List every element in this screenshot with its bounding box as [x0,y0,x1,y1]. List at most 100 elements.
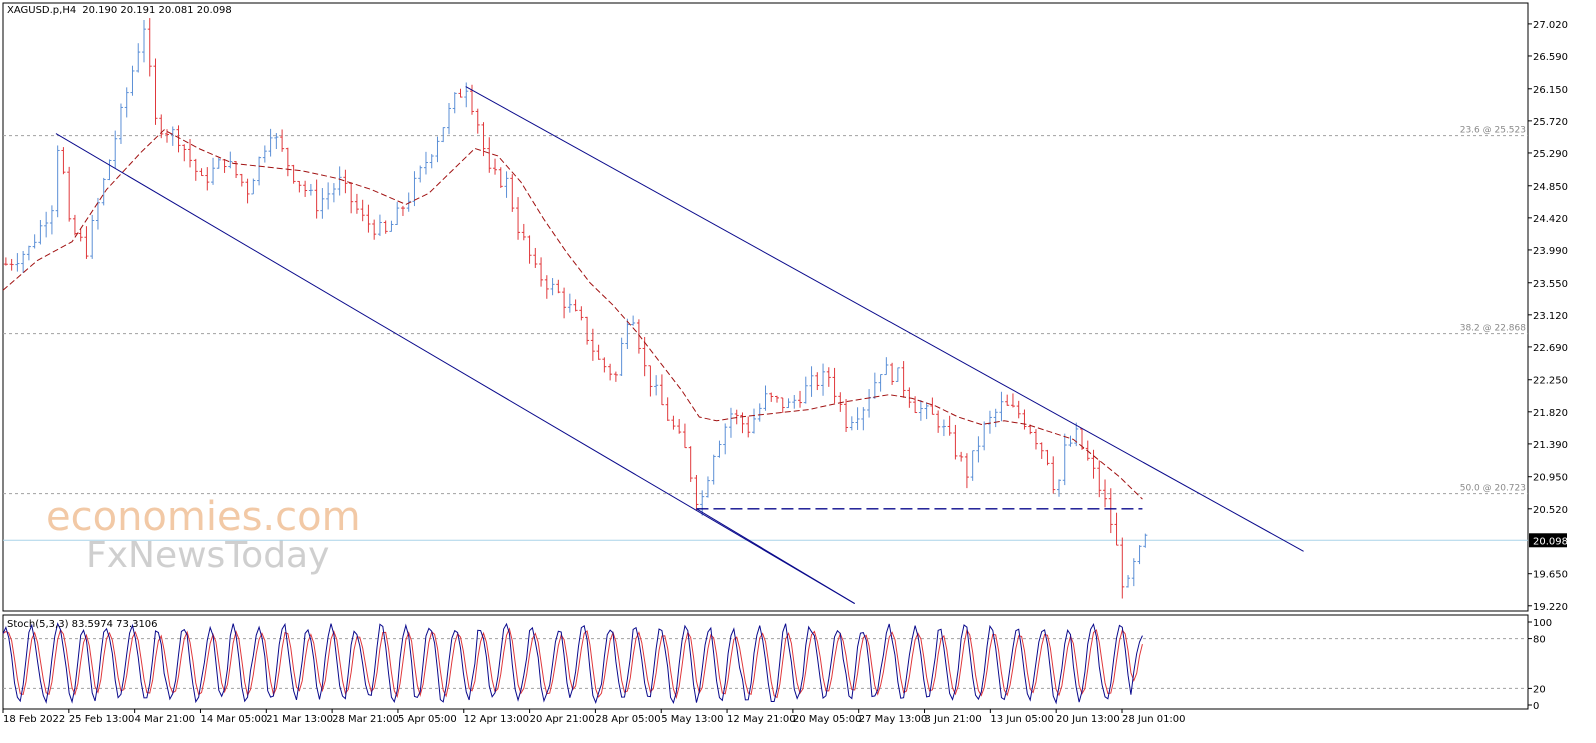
time-tick-label: 27 May 13:00 [859,714,928,725]
candle [412,171,417,207]
candle [688,446,693,482]
stochastic-panel: 100 80 20 0 Stoch(5,3,3) 83.5974 73.3106 [2,614,1552,712]
candles [3,18,1148,599]
candle [1143,533,1148,548]
candle [608,363,613,381]
candle [372,219,377,240]
candle [1039,442,1044,459]
candle [1062,433,1067,486]
channel-line [55,133,855,604]
candle [539,257,544,287]
candle [769,392,774,402]
candle [101,177,106,206]
candle [216,157,221,169]
candle [26,245,31,261]
price-tick-label: 25.290 [1533,149,1568,160]
candle [147,18,152,77]
candle [550,278,555,296]
candle [861,407,866,431]
candle [176,125,181,153]
candle [78,229,83,242]
candle [239,173,244,187]
candle [809,366,814,397]
candle [901,361,906,398]
candle [377,214,382,237]
candle [257,156,262,186]
candle [1051,456,1056,494]
time-tick-label: 14 Mar 05:00 [200,714,267,725]
candle [193,158,198,181]
candle [562,287,567,319]
candle [953,424,958,460]
candle [665,397,670,421]
candle [406,192,411,212]
candle [1126,575,1131,588]
candle [458,88,463,98]
candle [832,367,837,404]
candle [775,395,780,403]
candle [723,423,728,455]
watermark-subbrand: FxNewsToday [86,535,329,576]
candle [659,374,664,406]
candle [72,214,77,236]
candle [930,397,935,415]
candle [1068,435,1073,447]
candle [855,407,860,430]
candle [245,178,250,204]
candle [303,180,308,197]
candle [751,408,756,434]
candle [596,344,601,360]
channel-lines [55,86,1304,604]
candle [798,390,803,408]
candle [205,167,210,191]
candle [308,183,313,196]
stochastic-tick-label: 100 [1533,618,1552,629]
candle [993,408,998,428]
candle [631,315,636,326]
candle [556,279,561,294]
candle [872,372,877,399]
price-tick-label: 27.020 [1533,20,1568,31]
candle [1091,449,1096,479]
candle [585,316,590,345]
candle [170,126,175,146]
candle [464,82,469,108]
candle [890,362,895,385]
candle [1137,545,1142,565]
candle [878,374,883,392]
candle [418,165,423,183]
price-tick-label: 23.120 [1533,311,1568,322]
time-tick-label: 20 Jun 13:00 [1056,714,1120,725]
time-tick-label: 18 Feb 2022 [3,714,65,725]
candle [280,129,285,152]
candle [1056,479,1061,497]
candle [498,167,503,188]
candle [1028,424,1033,435]
candle [999,391,1004,422]
candle [3,257,8,266]
stochastic-main-line [2,622,1143,705]
candle [970,450,975,481]
candle [395,201,400,225]
stochastic-tick-label: 0 [1533,701,1539,712]
candle [521,223,526,241]
candle [510,174,515,212]
fib-level-label: 23.6 @ 25.523 [1460,126,1526,136]
candle [654,375,659,396]
candle [648,365,653,397]
candle [573,299,578,312]
price-tick-label: 21.390 [1533,440,1568,451]
candle [976,436,981,463]
candle [533,247,538,268]
candle [331,183,336,203]
current-price-marker: 20.098 [1529,533,1568,548]
candle [913,396,918,414]
candle [1120,537,1125,599]
current-price-label: 20.098 [1533,536,1568,547]
candle [625,318,630,349]
candle [527,235,532,264]
candle [44,211,49,238]
time-tick-label: 12 Apr 13:00 [464,714,529,725]
time-tick-label: 13 Jun 05:00 [990,714,1054,725]
